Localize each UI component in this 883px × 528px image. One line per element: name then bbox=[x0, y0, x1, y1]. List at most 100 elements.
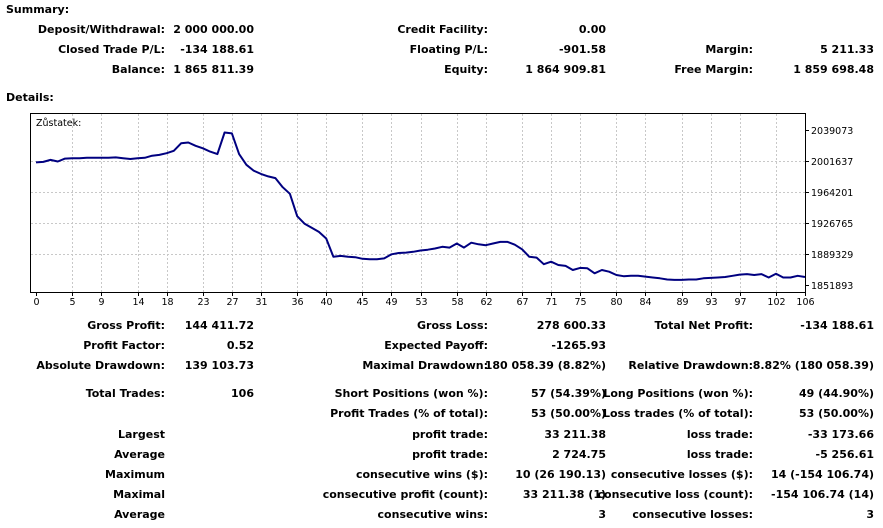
short-positions-value: 57 (54.39%) bbox=[530, 387, 606, 400]
closed-trade-pl-value: -134 188.61 bbox=[180, 43, 254, 56]
x-tick-label: 62 bbox=[480, 297, 492, 308]
x-tick-label: 40 bbox=[320, 297, 332, 308]
deposit-label: Deposit/Withdrawal: bbox=[37, 23, 165, 36]
gross-profit-value: 144 411.72 bbox=[184, 319, 254, 332]
x-tick-label: 58 bbox=[451, 297, 463, 308]
average-loss-value: -5 256.61 bbox=[815, 448, 875, 461]
x-tick-label: 106 bbox=[796, 297, 814, 308]
equity-label: Equity: bbox=[444, 63, 488, 76]
average-loss-label: loss trade: bbox=[686, 448, 753, 461]
x-tick-label: 49 bbox=[385, 297, 397, 308]
expected-payoff-value: -1265.93 bbox=[551, 339, 606, 352]
x-tick-label: 18 bbox=[161, 297, 173, 308]
maximum-label: Maximum bbox=[105, 468, 165, 481]
total-trades-label: Total Trades: bbox=[85, 387, 165, 400]
maximal-drawdown-label: Maximal Drawdown: bbox=[362, 359, 488, 372]
profit-factor-value: 0.52 bbox=[226, 339, 254, 352]
absolute-drawdown-label: Absolute Drawdown: bbox=[36, 359, 165, 372]
avg-consecutive-losses-value: 3 bbox=[866, 508, 874, 521]
largest-loss-label: loss trade: bbox=[686, 428, 753, 441]
balance-chart-svg: 2039073200163719642011926765188932918518… bbox=[30, 113, 853, 308]
x-tick-label: 31 bbox=[255, 297, 267, 308]
largest-label: Largest bbox=[118, 428, 165, 441]
x-tick-label: 23 bbox=[197, 297, 209, 308]
y-tick-label: 1926765 bbox=[811, 219, 853, 230]
relative-drawdown-label: Relative Drawdown: bbox=[628, 359, 753, 372]
profit-trades-label: Profit Trades (% of total): bbox=[330, 407, 488, 420]
x-tick-label: 102 bbox=[767, 297, 785, 308]
long-positions-value: 49 (44.90%) bbox=[798, 387, 874, 400]
credit-facility-label: Credit Facility: bbox=[397, 23, 488, 36]
max-consecutive-losses-value: 14 (-154 106.74) bbox=[771, 468, 874, 481]
y-tick-label: 1964201 bbox=[811, 188, 853, 199]
avg-consecutive-losses-label: consecutive losses: bbox=[632, 508, 753, 521]
maximal-consecutive-loss-value: -154 106.74 (14) bbox=[771, 488, 874, 501]
avg-consecutive-wins-label: consecutive wins: bbox=[377, 508, 488, 521]
x-tick-label: 67 bbox=[516, 297, 528, 308]
deposit-value: 2 000 000.00 bbox=[173, 23, 254, 36]
maximal-consecutive-profit-label: consecutive profit (count): bbox=[322, 488, 488, 501]
gross-profit-label: Gross Profit: bbox=[87, 319, 165, 332]
largest-profit-value: 33 211.38 bbox=[544, 428, 606, 441]
balance-chart: 2039073 2001637 1964201 1926765 1889329 18518… bbox=[30, 113, 853, 308]
avg-consecutive-wins-value: 3 bbox=[598, 508, 606, 521]
max-consecutive-losses-label: consecutive losses ($): bbox=[610, 468, 753, 481]
balance-value: 1 865 811.39 bbox=[173, 63, 254, 76]
gross-loss-value: 278 600.33 bbox=[536, 319, 606, 332]
relative-drawdown-value: 8.82% (180 058.39) bbox=[752, 359, 874, 372]
x-tick-label: 36 bbox=[291, 297, 303, 308]
x-tick-label: 53 bbox=[415, 297, 427, 308]
floating-pl-label: Floating P/L: bbox=[409, 43, 488, 56]
total-trades-value: 106 bbox=[231, 387, 254, 400]
chart-title: Zůstatek: bbox=[36, 118, 81, 129]
x-tick-label: 89 bbox=[676, 297, 688, 308]
loss-trades-value: 53 (50.00%) bbox=[798, 407, 874, 420]
maximal-drawdown-value: 180 058.39 (8.82%) bbox=[484, 359, 606, 372]
long-positions-label: Long Positions (won %): bbox=[603, 387, 753, 400]
margin-value: 5 211.33 bbox=[820, 43, 874, 56]
credit-facility-value: 0.00 bbox=[578, 23, 606, 36]
x-tick-label: 9 bbox=[98, 297, 104, 308]
floating-pl-value: -901.58 bbox=[558, 43, 606, 56]
y-tick-label: 2039073 bbox=[811, 126, 853, 137]
x-tick-label: 93 bbox=[705, 297, 717, 308]
details-title: Details: bbox=[6, 91, 54, 104]
short-positions-label: Short Positions (won %): bbox=[334, 387, 488, 400]
x-tick-label: 84 bbox=[639, 297, 651, 308]
y-tick-label: 2001637 bbox=[811, 157, 853, 168]
summary-title: Summary: bbox=[6, 3, 70, 16]
average-label: Average bbox=[114, 448, 165, 461]
x-tick-label: 97 bbox=[734, 297, 746, 308]
expected-payoff-label: Expected Payoff: bbox=[384, 339, 488, 352]
x-tick-label: 71 bbox=[545, 297, 557, 308]
x-tick-label: 27 bbox=[226, 297, 238, 308]
x-tick-label: 14 bbox=[132, 297, 144, 308]
average-profit-label: profit trade: bbox=[412, 448, 488, 461]
total-net-profit-label: Total Net Profit: bbox=[654, 319, 754, 332]
max-consecutive-wins-label: consecutive wins ($): bbox=[355, 468, 488, 481]
largest-loss-value: -33 173.66 bbox=[807, 428, 874, 441]
maximal-label: Maximal bbox=[113, 488, 165, 501]
equity-value: 1 864 909.81 bbox=[525, 63, 606, 76]
x-tick-label: 5 bbox=[69, 297, 75, 308]
absolute-drawdown-value: 139 103.73 bbox=[184, 359, 254, 372]
gross-loss-label: Gross Loss: bbox=[417, 319, 488, 332]
closed-trade-pl-label: Closed Trade P/L: bbox=[58, 43, 165, 56]
x-tick-label: 0 bbox=[33, 297, 39, 308]
free-margin-label: Free Margin: bbox=[674, 63, 753, 76]
x-tick-label: 75 bbox=[574, 297, 586, 308]
total-net-profit-value: -134 188.61 bbox=[800, 319, 874, 332]
maximal-consecutive-profit-value: 33 211.38 (1) bbox=[522, 488, 606, 501]
average2-label: Average bbox=[114, 508, 165, 521]
maximal-consecutive-loss-label: consecutive loss (count): bbox=[597, 488, 753, 501]
balance-label: Balance: bbox=[111, 63, 165, 76]
loss-trades-label: Loss trades (% of total): bbox=[602, 407, 753, 420]
profit-trades-value: 53 (50.00%) bbox=[530, 407, 606, 420]
max-consecutive-wins-value: 10 (26 190.13) bbox=[515, 468, 606, 481]
chart-frame bbox=[30, 113, 806, 293]
free-margin-value: 1 859 698.48 bbox=[793, 63, 874, 76]
profit-factor-label: Profit Factor: bbox=[83, 339, 165, 352]
average-profit-value: 2 724.75 bbox=[552, 448, 606, 461]
margin-label: Margin: bbox=[705, 43, 753, 56]
x-tick-label: 80 bbox=[610, 297, 622, 308]
